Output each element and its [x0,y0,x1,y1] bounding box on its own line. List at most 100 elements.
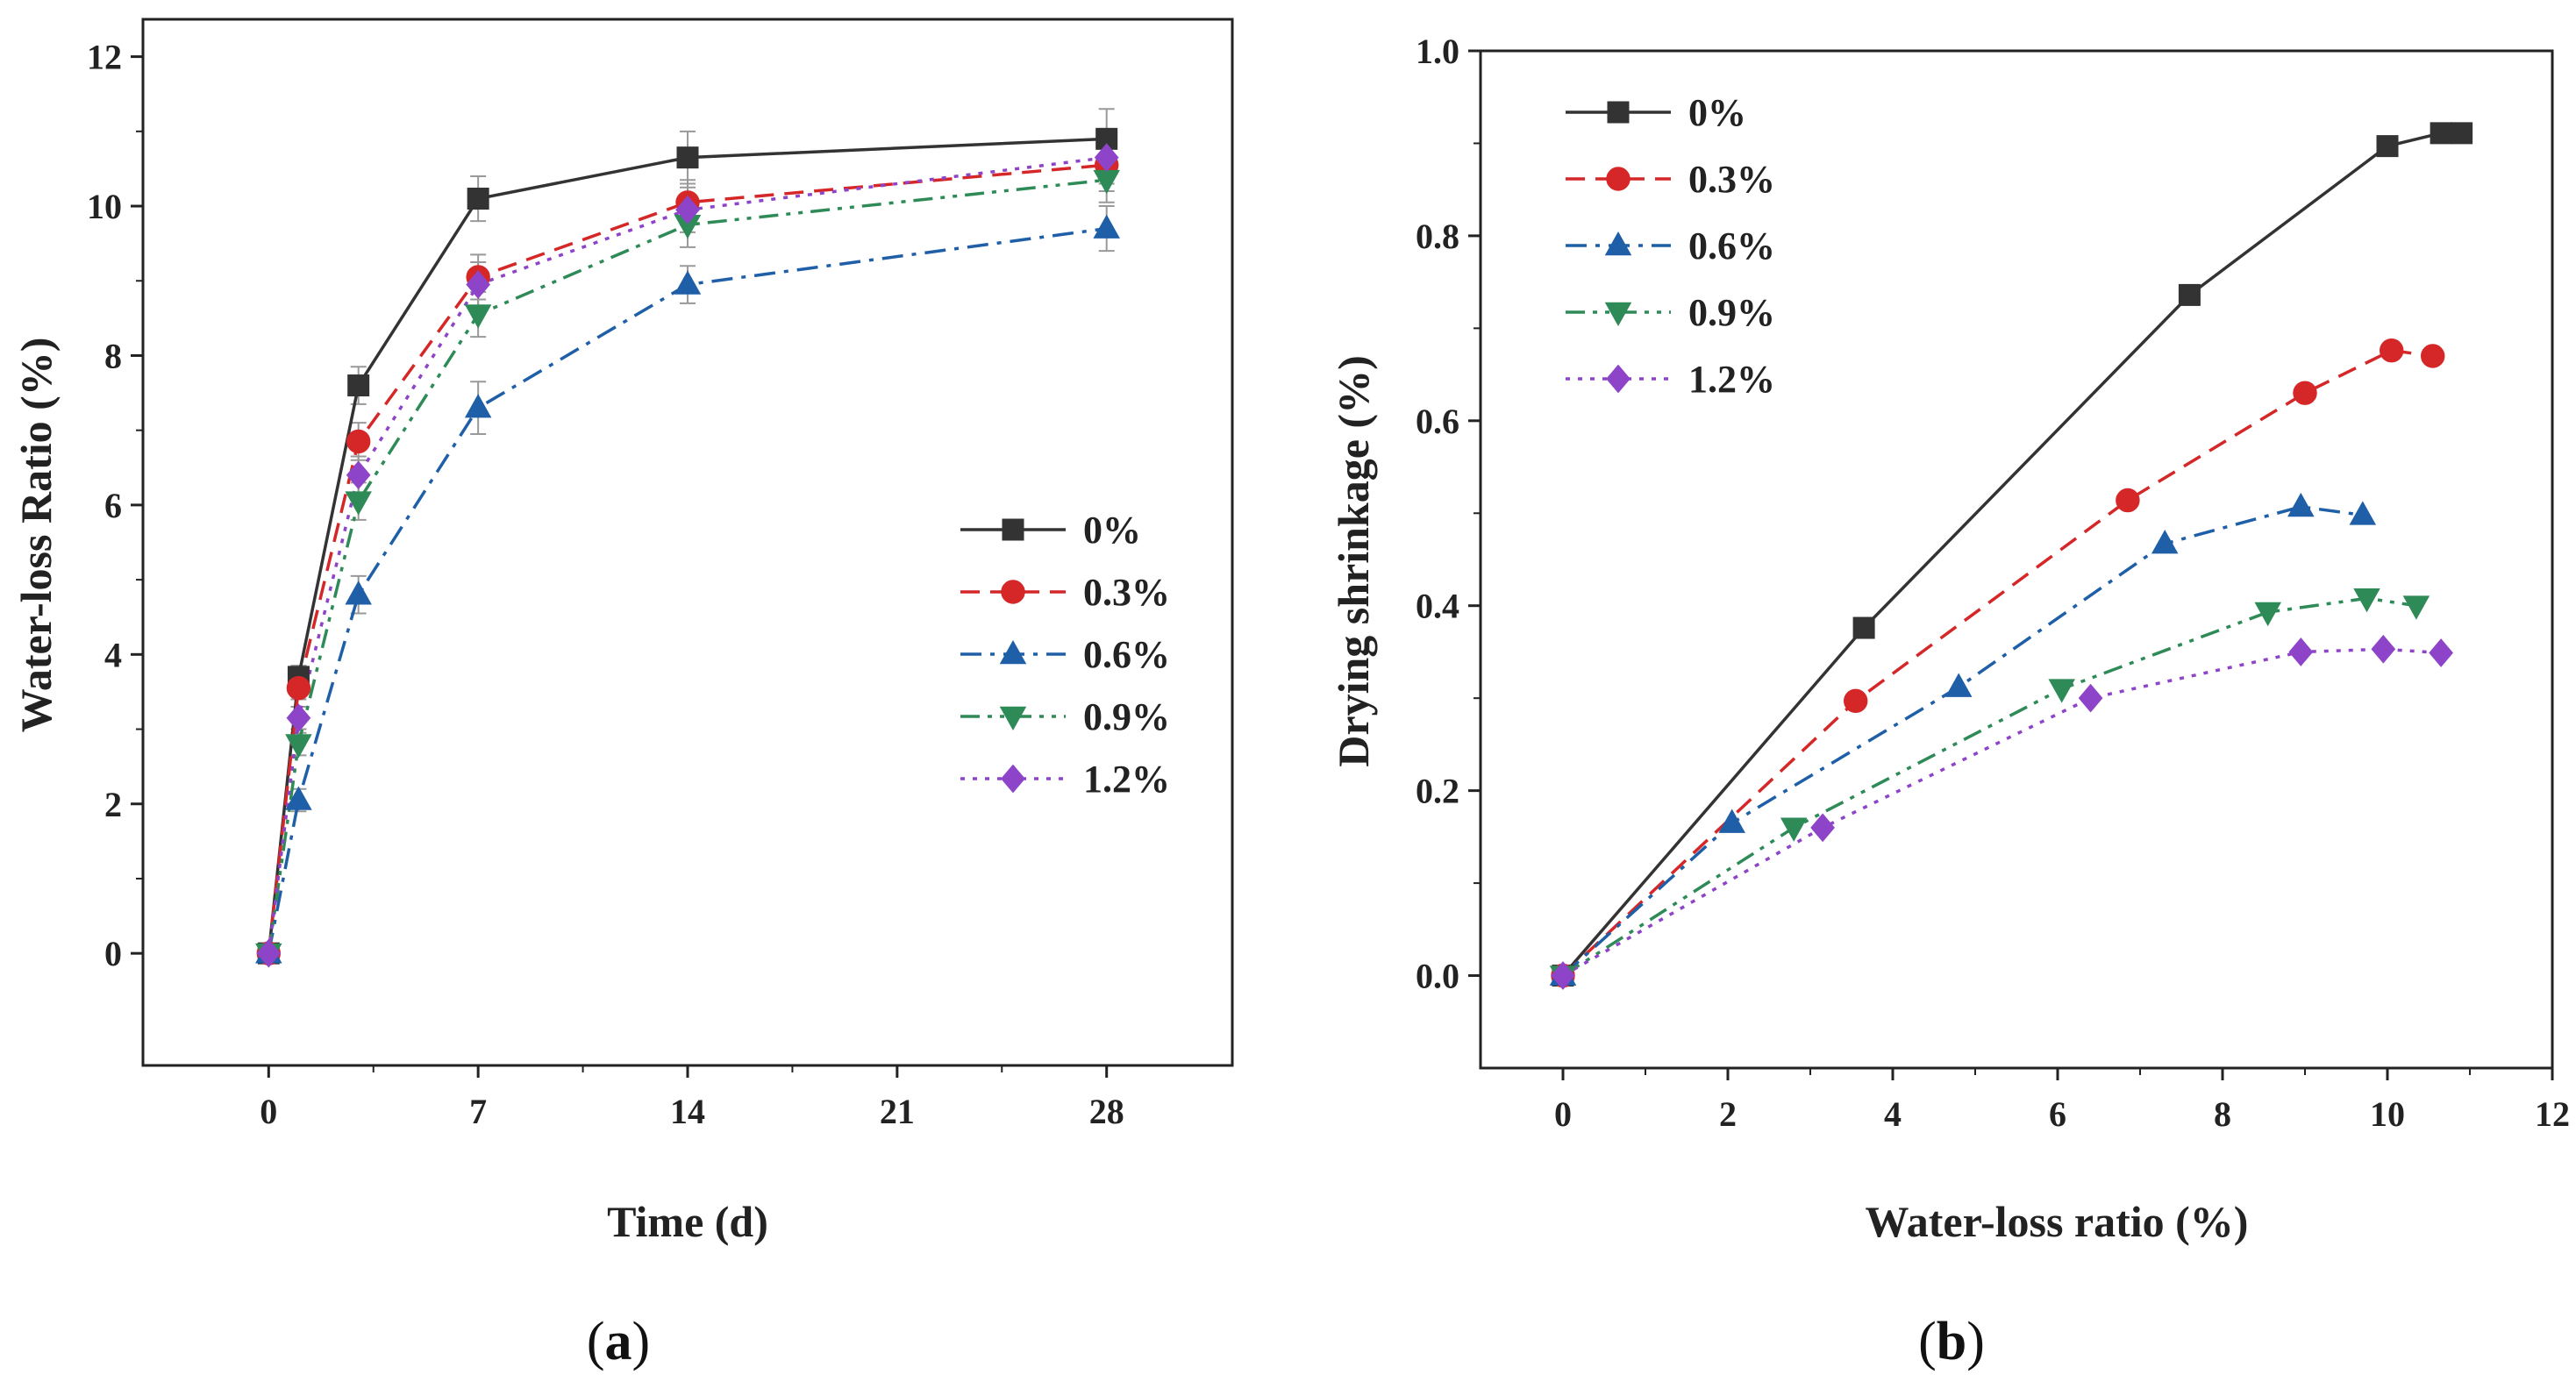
b-legend-label-0p9pct: 0.9% [1688,291,1775,334]
a-y-tick-label: 2 [104,785,122,824]
b-legend-marker-1p2pct [1606,364,1631,394]
b-legend-label-1p2pct: 1.2% [1688,358,1775,401]
panel-a-ticks: 0 7 14 21 28 0 2 4 6 8 10 12 [87,38,1124,1131]
b-series-line-0p6pct [1561,505,2364,977]
b-point-0pct [2376,135,2399,158]
b-point-0pct [1852,616,1875,639]
a-point-0pct [676,146,699,169]
panel-a-x-axis-title: Time (d) [607,1197,768,1246]
b-point-0p3pct [2116,488,2140,513]
b-point-1p2pct [2371,634,2396,664]
b-point-0p3pct [2421,344,2445,368]
b-legend-marker-0p9pct [1604,302,1632,327]
b-y-tick-label: 0.0 [1416,957,1459,996]
panel-a-letter: a [605,1312,632,1371]
panel-b-y-axis-title: Drying shrinkage (%) [1329,355,1378,766]
b-point-0pct [2451,122,2473,145]
a-legend-label-0p3pct: 0.3% [1083,571,1170,614]
b-x-tick-label: 4 [1884,1094,1902,1134]
panel-a-y-axis-title: Water-loss Ratio (%) [11,338,61,733]
b-point-0p3pct [2380,338,2404,363]
b-y-tick-label: 0.4 [1416,587,1459,626]
a-legend-marker-0p3pct [1001,580,1025,604]
a-x-tick-label: 14 [670,1092,705,1131]
a-legend-marker-1p2pct [1001,764,1025,794]
b-point-1p2pct [2429,638,2453,667]
b-series-line-1p2pct [1562,647,2442,978]
a-point-0p6pct [285,786,312,810]
b-point-0p6pct [1944,673,1973,697]
panel-a-chart: 0 7 14 21 28 0 2 4 6 8 10 12 0% 0.3% 0.6% 0.9% 1.2% Tim… [11,18,1234,1371]
panel-b-chart: 0 2 4 6 8 10 12 0.0 0.2 0.4 0.6 0.8 1.0 0% 0.3% 0.6% 0.… [1329,32,2570,1371]
a-point-0p9pct [285,734,312,759]
a-legend-label-0pct: 0% [1083,509,1141,552]
b-point-0p6pct [2349,501,2377,525]
a-legend-label-1p2pct: 1.2% [1083,758,1170,801]
a-legend-marker-0p9pct [999,706,1027,731]
b-legend-label-0pct: 0% [1688,91,1746,134]
b-point-0p9pct [2353,588,2380,613]
b-y-tick-label: 0.8 [1416,217,1459,256]
b-point-0p9pct [2048,679,2075,703]
panel-a-series-lines [267,137,1107,954]
a-point-0pct [347,374,370,397]
b-point-0pct [2430,122,2452,145]
a-legend-label-0p9pct: 0.9% [1083,695,1170,738]
a-point-1p2pct [466,270,491,299]
a-y-tick-label: 10 [87,187,122,226]
b-x-tick-label: 10 [2370,1094,2405,1134]
b-point-1p2pct [1810,813,1835,843]
a-y-tick-label: 0 [104,934,122,973]
a-series-line-0p9pct [267,178,1107,954]
a-point-0p9pct [345,491,372,516]
a-point-1p2pct [256,938,282,968]
panel-b-plot-frame [1479,49,2554,1070]
a-legend-marker-0pct [1002,518,1024,541]
panel-b-markers [1549,122,2473,990]
a-series-line-0p3pct [267,163,1107,954]
a-point-0p3pct [286,675,311,701]
panel-a-legend: 0% 0.3% 0.6% 0.9% 1.2% [960,509,1170,801]
b-x-tick-label: 8 [2214,1094,2231,1134]
a-legend-marker-0p6pct [999,639,1027,665]
a-point-0p6pct [1093,214,1120,239]
a-x-tick-label: 28 [1089,1092,1124,1131]
b-legend-marker-0pct [1607,101,1630,124]
a-point-0p6pct [674,270,702,295]
b-x-tick-label: 12 [2535,1094,2570,1134]
panel-b-ticks: 0 2 4 6 8 10 12 0.0 0.2 0.4 0.6 0.8 1.0 [1416,32,2570,1134]
b-x-tick-label: 0 [1554,1094,1572,1134]
a-point-0p3pct [346,429,371,454]
b-legend-label-0p3pct: 0.3% [1688,158,1775,201]
b-point-1p2pct [2078,683,2103,713]
a-y-tick-label: 4 [104,635,122,674]
b-point-0pct [2178,283,2201,306]
a-point-0p6pct [464,394,492,418]
a-point-0p6pct [345,581,372,605]
panel-b-x-axis-title: Water-loss ratio (%) [1866,1197,2249,1246]
b-y-tick-label: 0.6 [1416,402,1459,441]
b-legend-marker-0p6pct [1604,231,1632,256]
panel-a-markers [255,127,1120,968]
b-point-0p6pct [1718,808,1745,833]
b-point-0p3pct [2293,381,2317,405]
a-series-line-0pct [267,137,1107,954]
b-point-0p9pct [1780,817,1808,842]
a-y-tick-label: 6 [104,486,122,525]
b-point-1p2pct [1551,961,1575,990]
b-point-1p2pct [2288,638,2314,666]
a-x-tick-label: 0 [260,1092,277,1131]
b-point-0p6pct [2287,492,2315,517]
a-point-1p2pct [1094,143,1119,173]
a-x-tick-label: 7 [469,1092,487,1131]
b-legend-label-0p6pct: 0.6% [1688,224,1775,267]
panel-a-label: (a) [587,1312,650,1371]
a-point-1p2pct [286,703,311,733]
a-y-tick-label: 8 [104,336,122,375]
b-point-0p3pct [1844,688,1868,714]
b-x-tick-label: 6 [2049,1094,2066,1134]
b-point-0p6pct [2151,530,2179,554]
b-x-tick-label: 2 [1719,1094,1737,1134]
b-series-line-0p9pct [1562,596,2417,978]
